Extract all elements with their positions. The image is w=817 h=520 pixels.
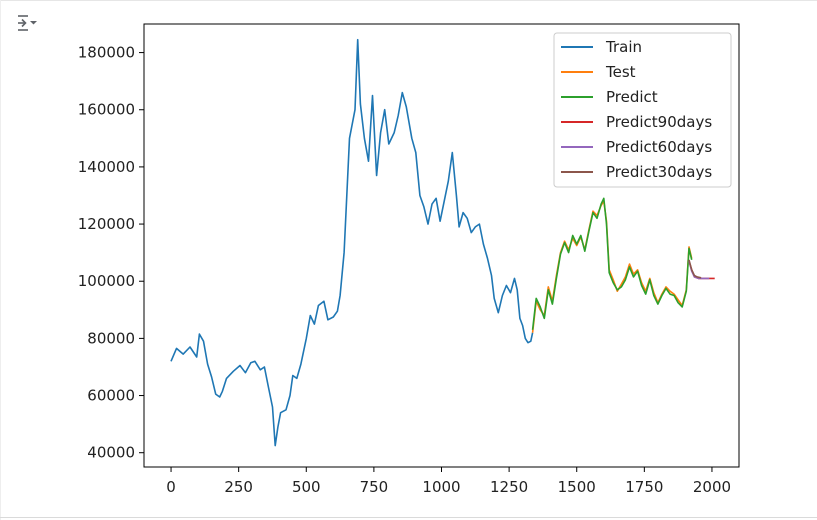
series-line-predict90days xyxy=(688,260,715,280)
legend-box xyxy=(553,32,732,188)
legend-label-predict30days: Predict30days xyxy=(606,163,712,181)
x-tick-label: 0 xyxy=(166,478,176,496)
cell-top-border xyxy=(0,0,817,1)
y-tick-label: 180000 xyxy=(78,44,135,62)
x-axis: 0 250 500 750 1000 1250 1500 1750 2000 xyxy=(166,467,731,496)
legend-label-train: Train xyxy=(605,38,642,56)
output-toggle-button[interactable] xyxy=(14,12,40,34)
x-tick-label: 750 xyxy=(360,478,389,496)
output-toggle-icon xyxy=(18,15,37,31)
x-tick-label: 2000 xyxy=(693,478,731,496)
legend-label-test: Test xyxy=(605,63,636,81)
series-line-predict xyxy=(531,197,693,330)
y-tick-label: 60000 xyxy=(87,387,135,405)
legend-label-predict60days: Predict60days xyxy=(606,138,712,156)
y-tick-label: 120000 xyxy=(78,215,135,233)
x-tick-label: 500 xyxy=(292,478,321,496)
series-line-train xyxy=(170,38,534,447)
cell-left-border xyxy=(0,0,1,520)
cell-bottom-border xyxy=(0,517,817,518)
series-line-test xyxy=(531,200,693,333)
x-tick-label: 1000 xyxy=(422,478,460,496)
legend-label-predict: Predict xyxy=(606,88,658,106)
y-tick-label: 40000 xyxy=(87,444,135,462)
y-tick-label: 80000 xyxy=(87,329,135,347)
legend: Train Test Predict Predict90days Predict60da… xyxy=(553,32,732,188)
x-tick-label: 1750 xyxy=(625,478,663,496)
x-tick-label: 1250 xyxy=(490,478,528,496)
series-layer xyxy=(170,38,715,447)
y-tick-label: 100000 xyxy=(78,272,135,290)
x-tick-label: 1500 xyxy=(558,478,596,496)
x-tick-label: 250 xyxy=(224,478,253,496)
y-tick-label: 140000 xyxy=(78,158,135,176)
y-axis: 40000 60000 80000 100000 120000 140000 160000 1… xyxy=(78,44,144,462)
series-line-predict30days xyxy=(688,259,702,279)
legend-label-predict90days: Predict90days xyxy=(606,113,712,131)
y-tick-label: 160000 xyxy=(78,101,135,119)
